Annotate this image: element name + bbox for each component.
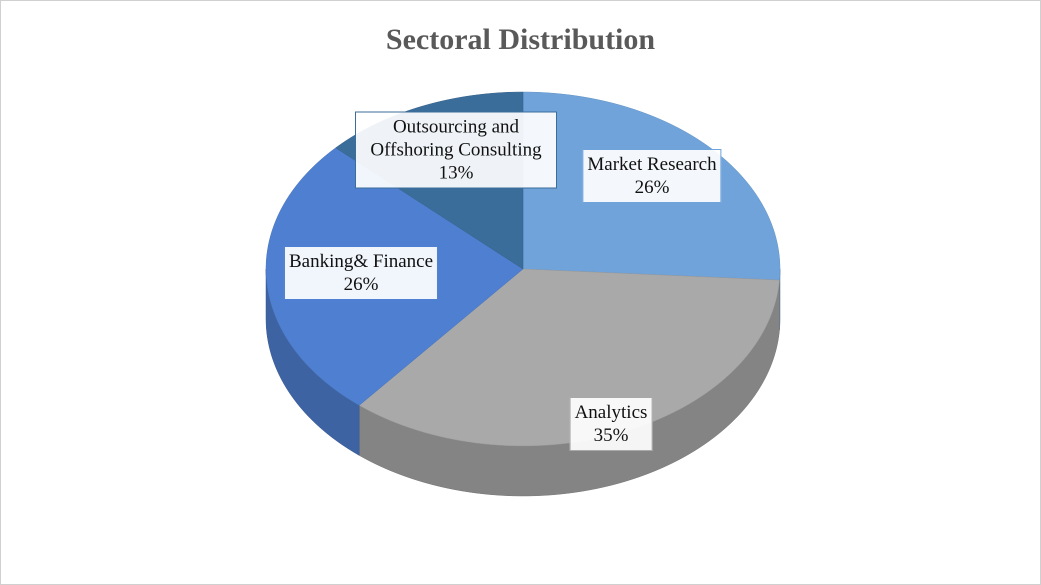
category-label: Outsourcing and Offshoring Consulting xyxy=(370,116,542,161)
category-label: Market Research xyxy=(587,154,717,175)
data-label: Outsourcing and Offshoring Consulting 13% xyxy=(355,111,557,189)
data-label: Banking& Finance 26% xyxy=(283,246,439,300)
category-label: Analytics xyxy=(574,402,648,423)
value-label: 35% xyxy=(593,425,629,446)
value-label: 26% xyxy=(634,177,670,198)
value-label: 26% xyxy=(343,274,379,295)
value-label: 13% xyxy=(438,162,474,184)
chart-title: Sectoral Distribution xyxy=(385,23,656,56)
data-label: Market Research 26% xyxy=(582,149,722,203)
category-label: Banking& Finance xyxy=(288,251,434,272)
data-label: Analytics 35% xyxy=(569,397,653,451)
